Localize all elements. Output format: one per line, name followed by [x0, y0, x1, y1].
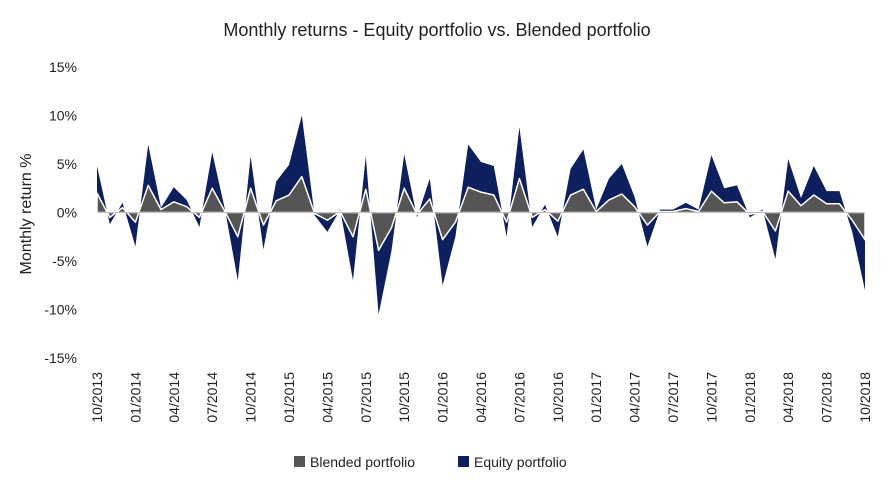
y-axis-ticks: 15% 10% 5% 0% -5% -10% -15% — [44, 59, 77, 366]
y-tick-label: -5% — [52, 253, 77, 269]
x-tick-label: 04/2016 — [473, 372, 489, 423]
legend-swatch-blended — [294, 456, 305, 467]
x-tick-label: 04/2014 — [166, 372, 182, 423]
x-tick-label: 01/2016 — [435, 372, 451, 423]
y-tick-label: 15% — [49, 59, 77, 75]
x-tick-label: 01/2017 — [588, 372, 604, 423]
y-tick-label: 0% — [57, 205, 77, 221]
x-tick-label: 01/2018 — [742, 372, 758, 423]
x-tick-label: 04/2018 — [780, 372, 796, 423]
y-tick-label: -10% — [44, 302, 77, 318]
x-tick-label: 07/2014 — [204, 372, 220, 423]
x-tick-label: 04/2017 — [627, 372, 643, 423]
y-tick-label: 5% — [57, 156, 77, 172]
x-tick-label: 07/2015 — [358, 372, 374, 423]
x-tick-label: 07/2018 — [819, 372, 835, 423]
legend-label-equity: Equity portfolio — [474, 454, 567, 470]
x-tick-label: 10/2014 — [243, 372, 259, 423]
legend-label-blended: Blended portfolio — [310, 454, 415, 470]
equity-portfolio-area — [97, 115, 865, 315]
x-tick-label: 10/2018 — [857, 372, 873, 423]
legend: Blended portfolio Equity portfolio — [294, 454, 567, 470]
y-tick-label: -15% — [44, 350, 77, 366]
plot-area — [96, 115, 866, 315]
x-tick-label: 01/2015 — [281, 372, 297, 423]
x-axis-ticks: 10/2013 01/2014 04/2014 07/2014 10/2014 01/20… — [89, 372, 873, 423]
y-axis-label: Monthly return % — [18, 154, 35, 275]
y-tick-label: 10% — [49, 108, 77, 124]
x-tick-label: 01/2014 — [127, 372, 143, 423]
chart-title: Monthly returns - Equity portfolio vs. B… — [223, 20, 650, 40]
x-tick-label: 10/2017 — [703, 372, 719, 423]
x-tick-label: 04/2015 — [319, 372, 335, 423]
x-tick-label: 10/2016 — [550, 372, 566, 423]
x-tick-label: 10/2015 — [396, 372, 412, 423]
legend-swatch-equity — [458, 456, 469, 467]
x-tick-label: 07/2017 — [665, 372, 681, 423]
x-tick-label: 10/2013 — [89, 372, 105, 423]
x-tick-label: 07/2016 — [511, 372, 527, 423]
